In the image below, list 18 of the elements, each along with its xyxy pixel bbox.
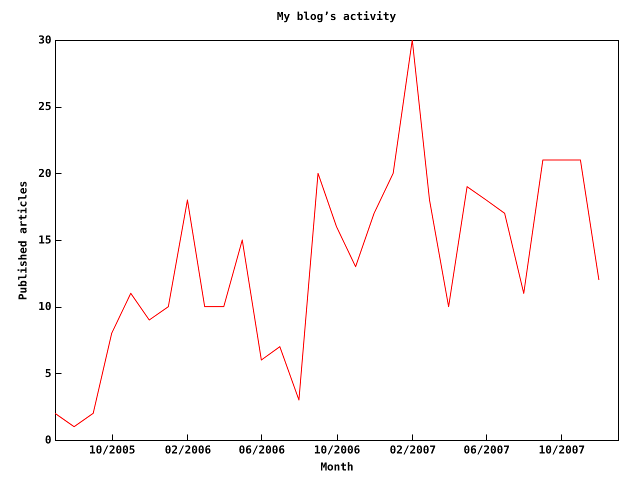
y-tick-label: 25 (38, 100, 52, 114)
x-tick-label: 02/2007 (390, 444, 436, 456)
y-tick-label: 10 (38, 300, 52, 314)
line-series (55, 40, 600, 428)
x-tick-label: 10/2007 (538, 444, 586, 456)
y-tick-label: 15 (38, 234, 52, 246)
y-tick-label: 0 (44, 434, 52, 446)
x-tick-label: 06/2007 (464, 444, 510, 456)
x-tick-label: 06/2006 (238, 444, 286, 456)
y-tick-label: 5 (44, 366, 52, 380)
y-tick-label: 30 (38, 34, 52, 46)
x-axis-title: Month (320, 460, 354, 474)
chart-title: My blog’s activity (276, 10, 396, 23)
x-tick-label: 10/2006 (314, 444, 361, 456)
x-tick-label: 10/2005 (88, 444, 136, 456)
x-tick-label: 02/2006 (164, 444, 212, 456)
y-axis-title: Published articles (16, 180, 30, 300)
y-tick-label: 20 (38, 166, 52, 180)
